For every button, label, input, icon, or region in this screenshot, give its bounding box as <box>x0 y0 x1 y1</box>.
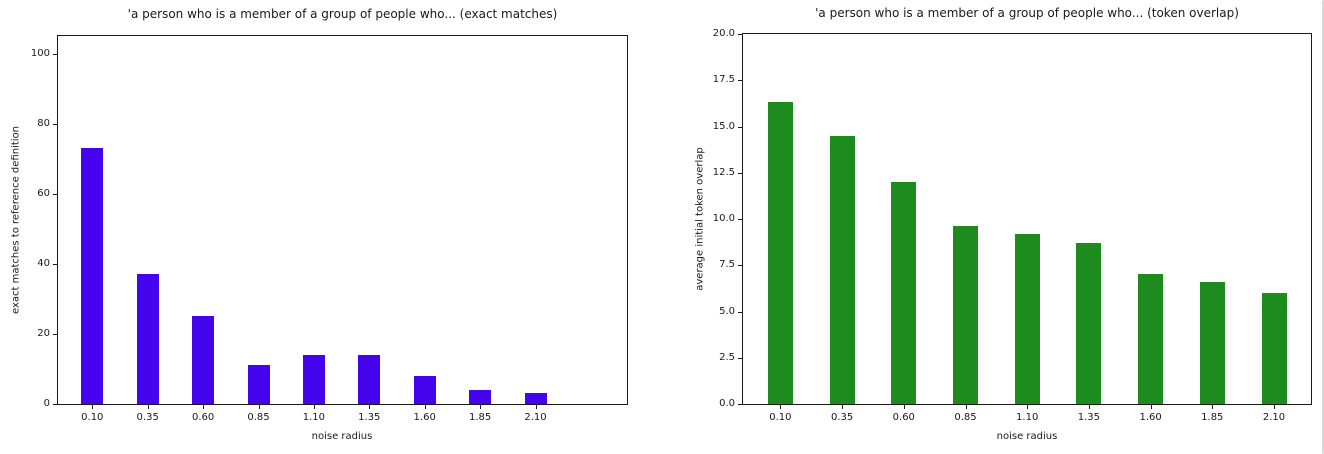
y-tick-label: 15.0 <box>712 120 735 132</box>
bar-0.60 <box>891 182 917 404</box>
x-tick-mark <box>480 405 482 409</box>
bar-1.85 <box>469 390 492 404</box>
x-tick-mark <box>1150 405 1152 409</box>
bar-1.85 <box>1199 282 1225 404</box>
plot-area-token-overlap <box>742 33 1312 405</box>
x-axis-label-noise-radius-left: noise radius <box>311 431 373 442</box>
y-tick-mark <box>738 172 742 174</box>
y-tick-label: 20 <box>37 327 50 339</box>
y-tick-label: 60 <box>37 187 50 199</box>
y-tick-mark <box>53 53 57 55</box>
x-tick-mark <box>203 405 205 409</box>
y-tick-mark <box>738 311 742 313</box>
y-tick-label: 80 <box>37 117 50 129</box>
y-tick-label: 10.0 <box>712 213 735 224</box>
x-tick-label: 0.85 <box>954 412 977 423</box>
y-tick-mark <box>53 404 57 405</box>
y-tick-label: 100 <box>30 47 50 59</box>
x-tick-label: 1.35 <box>358 412 381 423</box>
y-tick-label: 17.5 <box>712 74 735 86</box>
y-tick-mark <box>53 123 57 125</box>
x-tick-mark <box>1088 405 1090 409</box>
bar-0.35 <box>136 274 159 404</box>
x-tick-mark <box>842 405 844 409</box>
y-tick-label: 12.5 <box>712 166 735 178</box>
y-tick-label: 2.5 <box>719 351 735 363</box>
x-tick-mark <box>965 405 967 409</box>
y-tick-label: 0 <box>43 398 50 409</box>
screenshot-edge <box>1322 0 1324 454</box>
x-tick-mark <box>369 405 371 409</box>
plot-area-exact-matches <box>57 35 628 405</box>
x-tick-label: 2.10 <box>524 412 547 423</box>
x-tick-label: 1.85 <box>468 412 492 423</box>
bar-0.85 <box>953 226 978 404</box>
y-axis-label-exact-matches: exact matches to reference definition <box>10 125 22 315</box>
y-tick-label: 20.0 <box>712 28 735 39</box>
bar-1.60 <box>413 376 436 404</box>
y-tick-label: 5.0 <box>719 305 735 317</box>
x-tick-mark <box>147 405 149 409</box>
x-tick-label: 1.10 <box>1016 412 1039 423</box>
x-tick-label: 0.85 <box>247 412 270 423</box>
bar-0.10 <box>767 102 793 404</box>
x-tick-mark <box>1274 405 1275 409</box>
bar-1.60 <box>1138 274 1164 404</box>
figure-token-overlap: 'a person who is a member of a group of … <box>662 0 1324 454</box>
bar-1.10 <box>302 355 325 404</box>
y-tick-mark <box>738 265 742 267</box>
y-tick-mark <box>738 404 742 405</box>
x-tick-mark <box>313 405 315 409</box>
x-tick-label: 0.35 <box>136 412 159 423</box>
chart-title-token-overlap: 'a person who is a member of a group of … <box>815 6 1239 20</box>
y-tick-label: 40 <box>37 257 50 269</box>
x-tick-mark <box>424 405 426 409</box>
x-tick-label: 0.10 <box>81 412 104 423</box>
bar-0.35 <box>829 136 855 404</box>
bar-2.10 <box>1261 293 1287 404</box>
x-tick-mark <box>92 405 94 409</box>
x-tick-mark <box>258 405 260 409</box>
bar-0.60 <box>192 316 215 404</box>
figure-exact-matches: 'a person who is a member of a group of … <box>10 7 628 442</box>
bar-0.10 <box>81 148 104 404</box>
x-tick-label: 1.60 <box>413 412 436 423</box>
x-tick-label: 2.10 <box>1262 412 1286 423</box>
y-tick-mark <box>738 357 742 359</box>
x-tick-label: 1.10 <box>302 412 326 423</box>
bar-1.10 <box>1014 234 1040 404</box>
x-tick-mark <box>1027 405 1029 409</box>
y-tick-label: 0.0 <box>719 398 735 409</box>
x-axis-label-noise-radius-right: noise radius <box>996 431 1058 442</box>
chart-title-exact-matches: 'a person who is a member of a group of … <box>127 7 558 21</box>
x-tick-label: 0.60 <box>892 412 915 423</box>
y-tick-label: 7.5 <box>719 259 735 271</box>
y-tick-mark <box>53 263 57 265</box>
x-tick-label: 1.60 <box>1139 412 1162 423</box>
x-tick-label: 1.85 <box>1201 412 1224 423</box>
x-tick-label: 1.35 <box>1077 412 1101 423</box>
y-tick-mark <box>738 34 742 35</box>
bar-0.85 <box>247 365 270 404</box>
y-tick-mark <box>53 333 57 335</box>
x-tick-label: 0.35 <box>830 412 854 423</box>
x-tick-mark <box>780 405 782 409</box>
x-tick-mark <box>903 405 905 409</box>
y-tick-mark <box>53 193 57 195</box>
y-tick-mark <box>738 80 742 82</box>
bar-1.35 <box>1076 243 1102 404</box>
bar-1.35 <box>358 355 381 404</box>
x-tick-label: 0.60 <box>191 412 215 423</box>
y-tick-mark <box>738 219 742 220</box>
x-tick-mark <box>535 405 537 409</box>
bar-2.10 <box>524 393 547 404</box>
x-tick-label: 0.10 <box>769 412 792 423</box>
y-tick-mark <box>738 126 742 128</box>
x-tick-mark <box>1212 405 1214 409</box>
